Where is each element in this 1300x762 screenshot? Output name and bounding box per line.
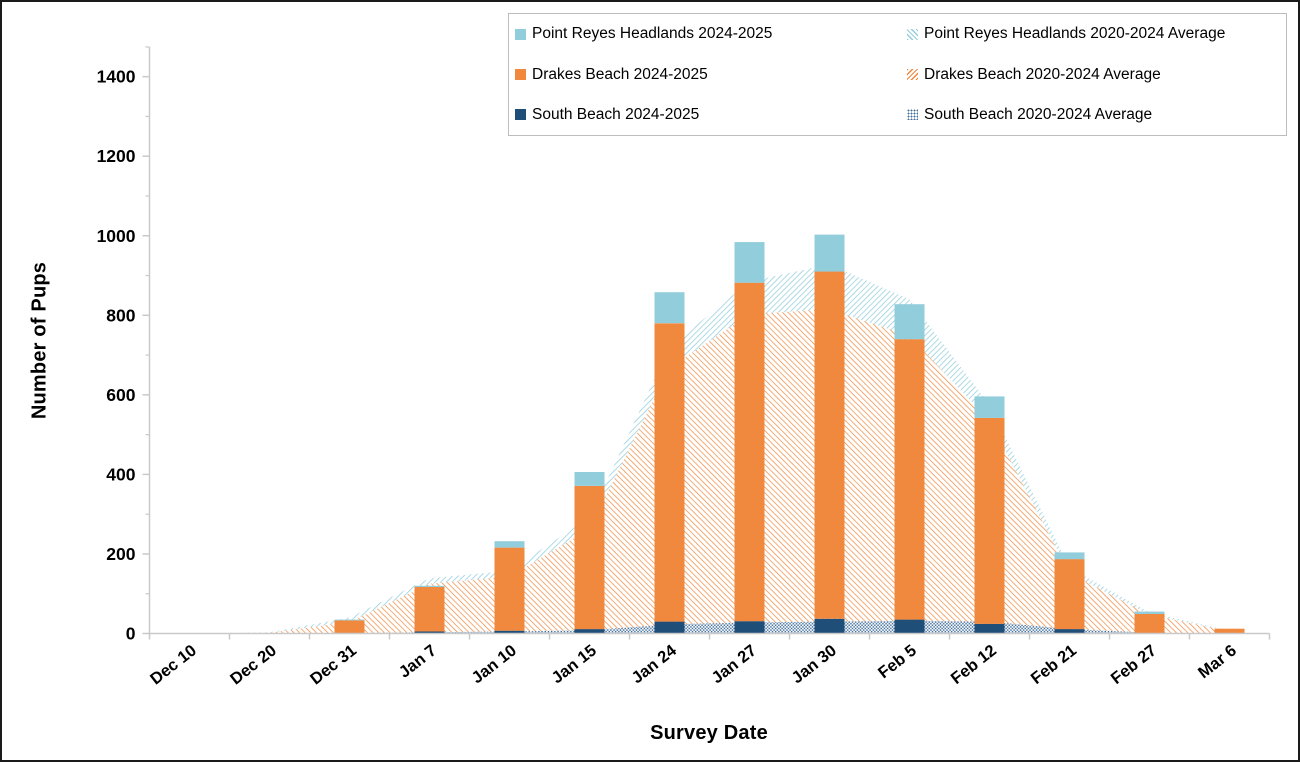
bar-segment — [414, 631, 445, 634]
x-tick-label: Feb 5 — [875, 641, 920, 682]
bar-segment — [654, 292, 685, 324]
bar-segment — [1054, 629, 1085, 634]
legend-swatch-solid-south-2024-2025 — [515, 109, 526, 121]
legend-swatch-solid-prh-2024-2025 — [515, 28, 526, 40]
bar-segment — [494, 541, 525, 548]
bar-segment — [1134, 614, 1165, 634]
legend-item-prh-2024-2025: Point Reyes Headlands 2024-2025 — [515, 26, 907, 42]
x-tick-label: Jan 24 — [628, 641, 680, 687]
bars-layer — [334, 234, 1245, 634]
legend-label-prh-2024-2025: Point Reyes Headlands 2024-2025 — [532, 25, 773, 43]
legend-box: Point Reyes Headlands 2024-2025 Drakes Be… — [508, 13, 1287, 136]
bar-segment — [574, 629, 605, 634]
bar-segment — [974, 417, 1005, 624]
bar-segment — [814, 271, 845, 619]
legend-label-drakes-avg: Drakes Beach 2020-2024 Average — [924, 65, 1161, 83]
bar-segment — [894, 304, 925, 340]
x-tick-label: Jan 15 — [548, 641, 600, 687]
x-tick-label: Mar 6 — [1195, 641, 1240, 682]
bar-segment — [814, 618, 845, 634]
legend-swatch-hatch-blue-prh-avg — [907, 28, 918, 40]
bar-segment — [894, 339, 925, 620]
bar-segment — [414, 587, 445, 632]
bar-segment — [734, 242, 765, 283]
legend-swatch-dots-south-avg — [907, 109, 918, 121]
x-tick-label: Feb 21 — [1028, 641, 1080, 687]
bar-segment — [814, 234, 845, 272]
y-tick-label: 200 — [106, 544, 135, 564]
bar-segment — [974, 396, 1005, 418]
x-tick-label: Feb 12 — [948, 641, 1000, 687]
legend-label-drakes-2024-2025: Drakes Beach 2024-2025 — [532, 65, 708, 83]
x-tick-label: Feb 27 — [1108, 641, 1160, 687]
y-tick-label: 0 — [126, 624, 136, 644]
legend-label-south-2024-2025: South Beach 2024-2025 — [532, 106, 700, 124]
area-hatch-blue — [189, 264, 1230, 634]
y-tick-label: 1200 — [97, 146, 136, 166]
y-tick-label: 1400 — [97, 67, 136, 87]
bar-segment — [734, 282, 765, 622]
y-tick-label: 800 — [106, 305, 135, 325]
legend-item-south-avg: South Beach 2020-2024 Average — [907, 107, 1286, 123]
x-tick-label: Dec 20 — [227, 641, 280, 688]
legend-item-south-2024-2025: South Beach 2024-2025 — [515, 107, 907, 123]
bar-segment — [334, 620, 365, 634]
bar-segment — [574, 485, 605, 630]
x-tick-label: Dec 31 — [307, 641, 360, 688]
bar-segment — [1054, 559, 1085, 630]
bar-segment — [734, 621, 765, 634]
x-tick-label: Jan 27 — [708, 641, 760, 687]
x-tick-label: Dec 10 — [147, 641, 200, 688]
x-tick-label: Jan 30 — [788, 641, 840, 687]
bar-segment — [414, 585, 445, 587]
bar-segment — [494, 630, 525, 634]
y-tick-label: 600 — [106, 385, 135, 405]
bar-segment — [654, 323, 685, 622]
bar-segment — [1054, 552, 1085, 560]
legend-label-south-avg: South Beach 2020-2024 Average — [924, 106, 1153, 124]
bar-segment — [654, 621, 685, 634]
legend-item-drakes-avg: Drakes Beach 2020-2024 Average — [907, 67, 1286, 83]
legend-swatch-solid-drakes-2024-2025 — [515, 68, 526, 80]
x-tick-label: Jan 7 — [396, 641, 440, 681]
x-axis-title: Survey Date — [650, 722, 768, 744]
legend-label-prh-avg: Point Reyes Headlands 2020-2024 Average — [924, 25, 1226, 43]
bar-segment — [574, 472, 605, 486]
bar-segment — [1134, 611, 1165, 614]
x-tick-label: Jan 10 — [468, 641, 520, 687]
legend-item-drakes-2024-2025: Drakes Beach 2024-2025 — [515, 67, 907, 83]
legend-item-prh-avg: Point Reyes Headlands 2020-2024 Average — [907, 26, 1286, 42]
area-dots — [189, 620, 1230, 634]
average-areas-layer — [189, 264, 1230, 634]
bar-segment — [1214, 628, 1245, 634]
area-hatch-orange — [189, 309, 1230, 634]
y-axis-title: Number of Pups — [28, 261, 51, 420]
y-tick-label: 1000 — [97, 226, 136, 246]
bar-segment — [974, 624, 1005, 634]
bar-segment — [894, 619, 925, 634]
bar-segment — [494, 547, 525, 631]
legend-swatch-hatch-orange-drakes-avg — [907, 68, 918, 80]
bar-segment — [334, 619, 365, 621]
y-tick-label: 400 — [106, 464, 135, 484]
